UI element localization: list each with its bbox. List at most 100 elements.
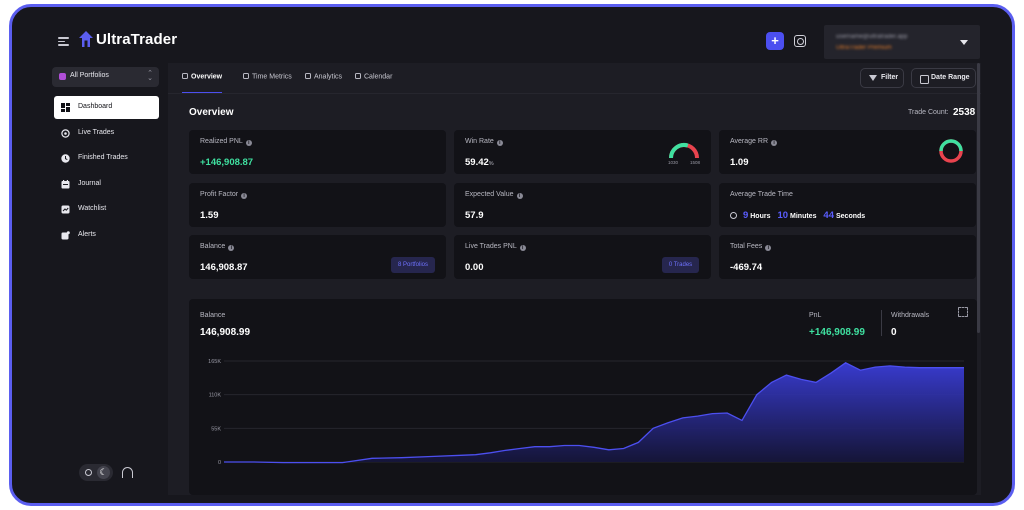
profit-factor-card: Profit Factor i 1.59 — [189, 183, 446, 227]
sidebar-item-label: Live Trades — [78, 128, 115, 136]
att-seconds-unit: Seconds — [836, 213, 866, 220]
realized-pnl-card: Realized PNL i +146,908.87 — [189, 130, 446, 174]
info-icon[interactable]: i — [765, 244, 772, 251]
win-rate-label: Win Rate — [465, 138, 494, 145]
realized-pnl-value: +146,908.87 — [200, 157, 254, 168]
rr-win-arc — [939, 139, 963, 152]
info-icon[interactable]: i — [519, 244, 526, 251]
time-metrics-icon — [243, 73, 249, 79]
total-fees-card: Total Fees i -469.74 — [719, 235, 976, 279]
chart-pnl-value: +146,908.99 — [809, 327, 865, 338]
sidebar-item-journal[interactable]: Journal — [54, 173, 159, 196]
sidebar-item-label: Journal — [78, 179, 101, 187]
add-button[interactable]: + — [766, 32, 784, 50]
dashboard-icon — [61, 103, 70, 112]
chart-divider — [881, 310, 882, 336]
att-seconds: 44 — [823, 210, 834, 221]
trade-count-label: Trade Count: — [908, 109, 949, 116]
app-window: UltraTrader + username@ultratrader.app U… — [9, 4, 1015, 506]
gauge-wins-label: 1030 — [668, 160, 679, 165]
balance-area-chart: 165K 110K 55K 0 — [208, 359, 964, 466]
info-icon[interactable]: i — [245, 139, 252, 146]
alert-icon — [61, 230, 70, 239]
chevron-down-icon[interactable] — [960, 40, 968, 45]
chart-balance-value: 146,908.99 — [200, 327, 251, 338]
calendar-icon — [355, 73, 361, 79]
sidebar-item-label: Dashboard — [78, 103, 113, 110]
live-trades-pnl-label: Live Trades PNL — [465, 243, 517, 250]
portfolio-select-label: All Portfolios — [70, 72, 109, 79]
trade-count-value: 2538 — [953, 107, 976, 118]
sun-icon — [85, 469, 92, 476]
top-bar: UltraTrader + username@ultratrader.app U… — [12, 7, 1012, 63]
expected-value-card: Expected Value i 57.9 — [454, 183, 711, 227]
app-name: UltraTrader — [96, 31, 178, 48]
total-fees-label: Total Fees — [730, 243, 763, 250]
user-email: username@ultratrader.app — [836, 34, 908, 40]
balance-value: 146,908.87 — [200, 262, 248, 273]
menu-icon[interactable] — [58, 37, 69, 46]
average-rr-card: Average RR i 1.09 — [719, 130, 976, 174]
sidebar-item-watchlist[interactable]: Watchlist — [54, 198, 159, 221]
gauge-win-arc — [669, 143, 689, 159]
balance-area-fill — [224, 362, 964, 463]
filter-button[interactable]: Filter — [860, 68, 904, 88]
average-trade-time-value: 9 Hours 10 Minutes 44 Seconds — [730, 210, 870, 221]
profit-factor-label: Profit Factor — [200, 191, 239, 198]
info-icon[interactable]: i — [228, 244, 235, 251]
win-rate-unit: % — [488, 161, 494, 167]
expand-icon[interactable] — [958, 307, 968, 317]
support-headset-icon[interactable] — [122, 467, 133, 478]
win-rate-gauge — [669, 143, 699, 159]
tab-analytics[interactable]: Analytics — [305, 73, 342, 91]
att-minutes-unit: Minutes — [790, 213, 817, 220]
portfolio-select[interactable]: All Portfolios ⌃ ⌄ — [52, 67, 159, 87]
tab-calendar[interactable]: Calendar — [355, 73, 392, 91]
watchlist-icon — [61, 205, 70, 214]
trades-badge[interactable]: 0 Trades — [662, 257, 699, 273]
average-rr-ring — [939, 139, 963, 163]
y-tick-label: 165K — [208, 359, 221, 365]
sidebar-item-live-trades[interactable]: Live Trades — [54, 122, 159, 145]
gauge-losses-label: 1508 — [690, 160, 701, 165]
sidebar-item-dashboard[interactable]: Dashboard — [54, 96, 159, 119]
main-content: Overview Time Metrics Analytics Calendar… — [168, 63, 981, 495]
info-icon[interactable]: i — [496, 139, 503, 146]
portfolio-icon — [59, 73, 66, 80]
sidebar: All Portfolios ⌃ ⌄ Dashboard Live Trades … — [12, 63, 170, 503]
scrollbar[interactable] — [977, 63, 980, 333]
logo-icon — [79, 31, 93, 47]
live-trades-icon — [61, 128, 70, 138]
theme-toggle[interactable]: ☾ — [79, 464, 113, 481]
user-menu[interactable]: username@ultratrader.app UltraTrader Pre… — [824, 25, 980, 59]
att-hours: 9 — [742, 210, 749, 221]
sidebar-item-label: Alerts — [78, 230, 96, 238]
y-tick-label: 0 — [218, 460, 221, 466]
portfolios-badge[interactable]: 8 Portfolios — [391, 257, 435, 273]
overview-title: Overview — [189, 107, 234, 118]
info-icon[interactable]: i — [771, 139, 778, 146]
balance-card: Balance i 146,908.87 8 Portfolios — [189, 235, 446, 279]
date-range-button[interactable]: Date Range — [911, 68, 976, 88]
tab-overview[interactable]: Overview — [182, 73, 223, 94]
balance-chart-card: Balance 146,908.99 PnL +146,908.99 Withd… — [189, 299, 977, 495]
info-icon[interactable]: i — [516, 192, 523, 199]
realized-pnl-label: Realized PNL — [200, 138, 243, 145]
notification-icon[interactable] — [794, 35, 806, 47]
average-rr-value: 1.09 — [730, 157, 749, 168]
analytics-icon — [305, 73, 311, 79]
info-icon[interactable]: i — [241, 192, 248, 199]
y-tick-label: 55K — [211, 426, 221, 432]
moon-icon: ☾ — [97, 466, 110, 479]
clock-icon — [730, 212, 737, 219]
win-rate-card: Win Rate i 59.42% 1030 1508 — [454, 130, 711, 174]
sidebar-item-alerts[interactable]: Alerts — [54, 224, 159, 247]
att-minutes: 10 — [777, 210, 789, 221]
expected-value-label: Expected Value — [465, 191, 514, 198]
sidebar-item-finished-trades[interactable]: Finished Trades — [54, 147, 159, 170]
win-rate-value: 59.42 — [465, 157, 489, 168]
sidebar-item-label: Finished Trades — [78, 154, 128, 161]
user-plan: UltraTrader Premium — [836, 45, 892, 51]
tab-time-metrics[interactable]: Time Metrics — [243, 73, 292, 91]
balance-label: Balance — [200, 243, 226, 250]
